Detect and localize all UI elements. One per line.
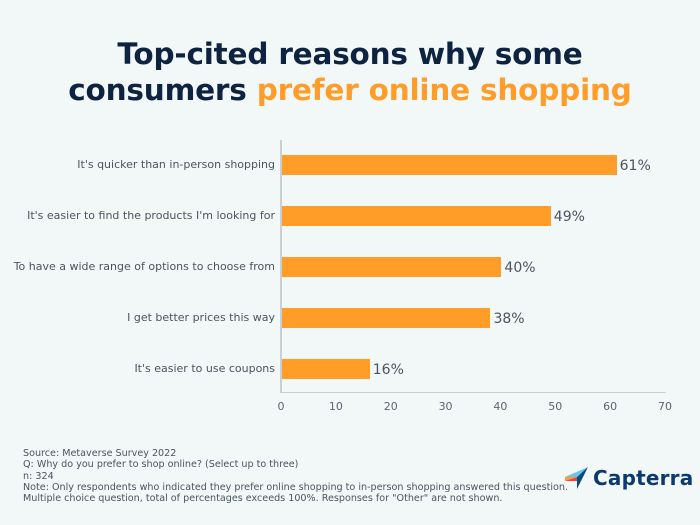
category-label: It's easier to find the products I'm loo… bbox=[27, 209, 275, 222]
sample-size: n: 324 bbox=[23, 470, 54, 482]
x-tick-label: 0 bbox=[277, 400, 285, 413]
category-label: To have a wide range of options to choos… bbox=[13, 260, 275, 273]
y-axis-line bbox=[280, 140, 282, 393]
title-plain: consumers bbox=[68, 73, 257, 107]
bar bbox=[282, 155, 617, 175]
bar bbox=[282, 257, 502, 277]
footnotes: Source: Metaverse Survey 2022 Q: Why do … bbox=[23, 448, 568, 504]
chart-title: Top-cited reasons why some consumers pre… bbox=[0, 36, 700, 108]
x-tick-label: 10 bbox=[328, 400, 343, 413]
category-label: I get better prices this way bbox=[127, 311, 275, 324]
x-tick-label: 50 bbox=[548, 400, 563, 413]
question-note: Q: Why do you prefer to shop online? (Se… bbox=[23, 459, 299, 471]
category-label: It's quicker than in-person shopping bbox=[77, 158, 275, 171]
x-tick-label: 30 bbox=[438, 400, 453, 413]
title-line-1: Top-cited reasons why some bbox=[117, 37, 583, 71]
value-label: 61% bbox=[619, 158, 651, 174]
title-line-2: consumers prefer online shopping bbox=[0, 72, 700, 108]
note-line-2: Multiple choice question, total of perce… bbox=[23, 493, 503, 505]
value-label: 38% bbox=[493, 311, 525, 327]
bar bbox=[282, 206, 551, 226]
value-label: 16% bbox=[372, 362, 404, 378]
capterra-logo: Capterra bbox=[565, 466, 693, 490]
x-tick-label: 20 bbox=[383, 400, 398, 413]
x-axis-line bbox=[280, 392, 666, 393]
bar bbox=[282, 359, 370, 379]
capterra-arrow-icon bbox=[565, 467, 588, 489]
value-label: 49% bbox=[553, 209, 585, 225]
x-tick-label: 70 bbox=[658, 400, 672, 413]
x-tick-label: 40 bbox=[493, 400, 508, 413]
source-note: Source: Metaverse Survey 2022 bbox=[23, 448, 177, 459]
title-highlight: prefer online shopping bbox=[256, 73, 632, 107]
note-line-1: Note: Only respondents who indicated the… bbox=[23, 481, 569, 493]
value-label: 40% bbox=[504, 260, 536, 276]
category-label: It's easier to use coupons bbox=[134, 362, 275, 375]
x-tick-label: 60 bbox=[603, 400, 618, 413]
logo-text: Capterra bbox=[593, 466, 694, 490]
bar bbox=[282, 308, 491, 328]
